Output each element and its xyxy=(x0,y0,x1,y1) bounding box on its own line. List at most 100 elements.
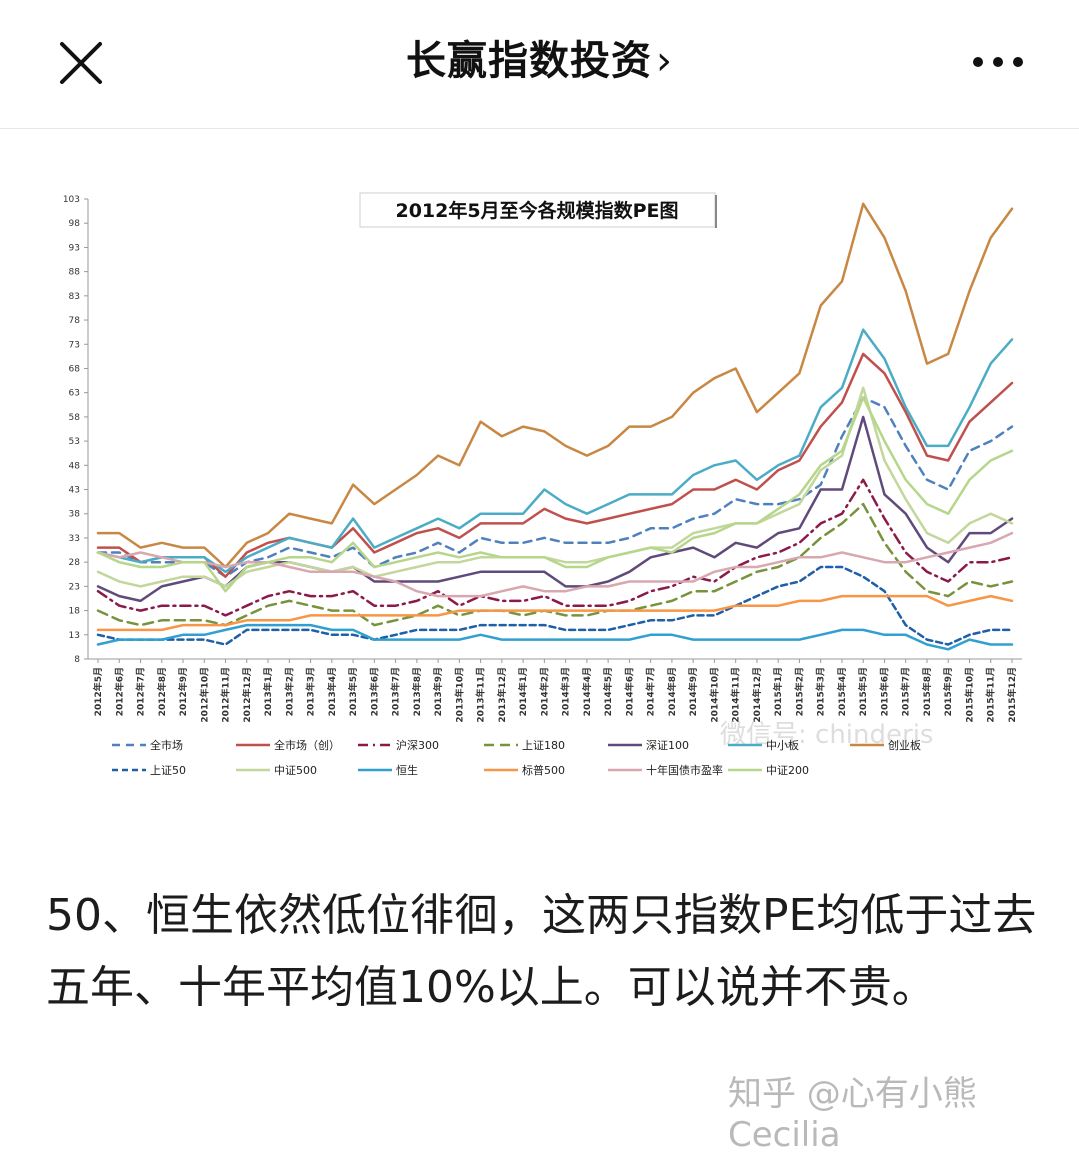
account-name[interactable]: 长赢指数投资 xyxy=(406,38,652,84)
legend-label: 创业板 xyxy=(888,738,921,752)
x-tick-label: 2014年11月 xyxy=(730,667,742,723)
series-line xyxy=(96,352,1014,578)
y-tick-label: 23 xyxy=(69,582,80,592)
series-line xyxy=(96,478,1014,617)
series-line xyxy=(96,623,1014,651)
x-tick-label: 2012年9月 xyxy=(177,667,189,716)
y-tick-label: 63 xyxy=(69,389,80,399)
x-tick-label: 2012年11月 xyxy=(220,667,232,723)
x-tick-label: 2014年2月 xyxy=(538,667,550,716)
chart-title-box xyxy=(359,192,716,228)
pe-chart: 8 13 18 23 28 33 38 43 48 53 58 63 68 73 78 83 88 93 98 103… xyxy=(40,175,1040,805)
x-tick-label: 2015年9月 xyxy=(942,667,954,716)
x-tick-label: 2015年4月 xyxy=(836,667,848,716)
series-line xyxy=(96,415,1014,603)
x-tick-label: 2012年12月 xyxy=(241,667,253,723)
series-line xyxy=(96,531,1014,598)
y-tick-label: 78 xyxy=(69,316,81,326)
y-tick-label: 38 xyxy=(69,510,81,520)
legend-label: 沪深300 xyxy=(396,738,439,752)
x-tick-label: 2015年8月 xyxy=(921,667,933,716)
x-tick-label: 2015年3月 xyxy=(815,667,827,716)
series-line xyxy=(96,396,1014,578)
y-tick-label: 68 xyxy=(69,364,81,374)
x-tick-label: 2013年2月 xyxy=(283,667,295,716)
x-tick-label: 2013年1月 xyxy=(262,667,274,716)
y-tick-label: 93 xyxy=(69,243,80,253)
x-tick-label: 2013年6月 xyxy=(368,667,380,716)
x-tick-label: 2015年6月 xyxy=(878,667,890,716)
x-tick-label: 2013年8月 xyxy=(411,667,423,716)
x-tick-label: 2015年5月 xyxy=(857,667,869,716)
top-navigation-bar: 长赢指数投资 › xyxy=(0,0,1079,129)
legend-label: 深证100 xyxy=(646,739,689,752)
series-line xyxy=(96,328,1014,574)
y-tick-label: 83 xyxy=(69,292,80,302)
x-tick-label: 2014年5月 xyxy=(602,667,614,716)
series-line xyxy=(96,565,1014,646)
y-tick-label: 18 xyxy=(69,607,81,617)
legend-label: 全市场（创） xyxy=(274,738,340,752)
y-tick-label: 8 xyxy=(74,655,80,665)
x-tick-label: 2013年3月 xyxy=(305,667,317,716)
y-tick-label: 88 xyxy=(69,268,81,278)
x-tick-label: 2012年8月 xyxy=(156,667,168,716)
y-tick-label: 48 xyxy=(69,461,81,471)
chart-title: 2012年5月至今各规模指数PE图 xyxy=(395,199,678,222)
legend-label: 中小板 xyxy=(766,738,799,752)
x-tick-label: 2015年12月 xyxy=(1006,667,1018,723)
x-tick-label: 2014年10月 xyxy=(708,667,720,723)
x-tick-label: 2015年2月 xyxy=(793,667,805,716)
pe-line-chart: 8 13 18 23 28 33 38 43 48 53 58 63 68 73 78 83 88 93 98 103… xyxy=(63,192,1022,777)
legend-label: 标普500 xyxy=(522,763,565,777)
x-tick-label: 2013年4月 xyxy=(326,667,338,716)
legend-label: 上证180 xyxy=(522,739,565,752)
article-paragraph: 50、恒生依然低位徘徊，这两只指数PE均低于过去五年、十年平均值10%以上。可以… xyxy=(46,890,1037,1013)
x-tick-label: 2012年5月 xyxy=(92,667,104,716)
legend-label: 中证500 xyxy=(274,764,317,777)
chevron-right-icon[interactable]: › xyxy=(656,38,673,84)
y-tick-label: 53 xyxy=(69,437,80,447)
account-title[interactable]: 长赢指数投资 › xyxy=(0,28,1079,86)
x-tick-label: 2013年9月 xyxy=(432,667,444,716)
legend-label: 十年国债市盈率 xyxy=(646,763,723,777)
x-tick-label: 2014年4月 xyxy=(581,667,593,716)
series-line xyxy=(96,386,1014,588)
more-dots-icon[interactable] xyxy=(968,42,1028,82)
series-line xyxy=(96,202,1014,569)
x-tick-label: 2013年12月 xyxy=(496,667,508,723)
x-tick-label: 2014年3月 xyxy=(560,667,572,716)
x-tick-label: 2014年6月 xyxy=(623,667,635,716)
x-tick-label: 2015年11月 xyxy=(985,667,997,723)
x-tick-label: 2015年1月 xyxy=(772,667,784,716)
x-tick-label: 2015年10月 xyxy=(963,667,975,723)
y-tick-label: 58 xyxy=(69,413,81,423)
x-tick-label: 2014年9月 xyxy=(687,667,699,716)
y-tick-label: 33 xyxy=(69,534,80,544)
y-tick-label: 28 xyxy=(69,558,81,568)
series-line xyxy=(96,396,1014,593)
legend-label: 上证50 xyxy=(150,764,186,777)
legend-label: 全市场 xyxy=(150,738,183,752)
x-tick-label: 2014年8月 xyxy=(666,667,678,716)
y-tick-label: 73 xyxy=(69,340,80,350)
x-tick-label: 2014年1月 xyxy=(517,667,529,716)
x-tick-label: 2014年12月 xyxy=(751,667,763,723)
x-tick-label: 2012年6月 xyxy=(113,667,125,716)
x-tick-label: 2014年7月 xyxy=(645,667,657,716)
y-tick-label: 13 xyxy=(69,631,80,641)
y-tick-label: 98 xyxy=(69,219,81,229)
y-tick-label: 103 xyxy=(63,195,80,205)
x-tick-label: 2013年7月 xyxy=(390,667,402,716)
x-tick-label: 2012年7月 xyxy=(135,667,147,716)
x-tick-label: 2013年5月 xyxy=(347,667,359,716)
close-icon[interactable] xyxy=(52,34,110,92)
x-tick-label: 2013年10月 xyxy=(453,667,465,723)
y-tick-label: 43 xyxy=(69,486,80,496)
x-tick-label: 2015年7月 xyxy=(900,667,912,716)
x-tick-label: 2012年10月 xyxy=(198,667,210,723)
legend-label: 恒生 xyxy=(396,763,418,777)
zhihu-watermark: 知乎 @心有小熊Cecilia xyxy=(728,1074,977,1155)
series-line xyxy=(96,594,1014,632)
legend-label: 中证200 xyxy=(766,764,809,777)
